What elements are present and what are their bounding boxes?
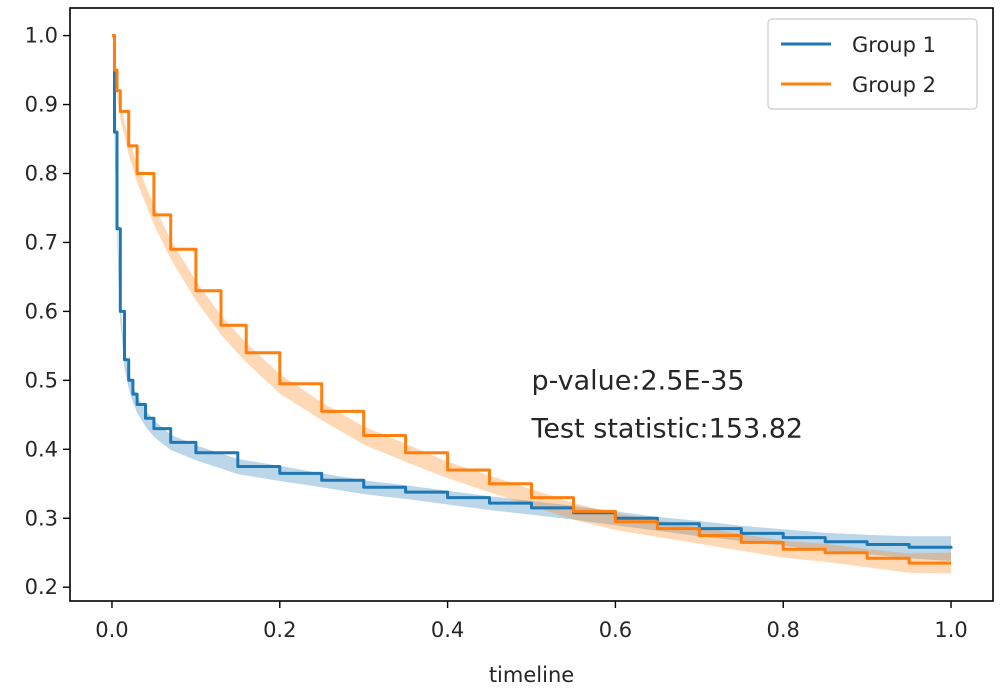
y-tick-label: 0.5: [25, 368, 58, 392]
series-line-group-2: [112, 34, 951, 565]
legend-box: [767, 18, 978, 110]
y-axis-ticks: 0.2 0.3 0.4 0.5 0.6 0.7 0.8 0.9 1.0: [25, 24, 70, 599]
test-statistic-annotation: Test statistic:153.82: [531, 414, 804, 445]
x-axis-ticks: 0.0 0.2 0.4 0.6 0.8 1.0: [95, 601, 968, 642]
p-value-annotation: p-value:2.5E-35: [532, 365, 745, 396]
y-tick-label: 0.7: [25, 230, 58, 254]
x-tick-label: 0.6: [599, 618, 632, 642]
x-axis-label: timeline: [489, 663, 574, 687]
legend-label-group-1: Group 1: [852, 33, 936, 57]
legend-label-group-2: Group 2: [852, 73, 936, 97]
x-tick-label: 0.4: [431, 618, 464, 642]
y-tick-label: 0.9: [25, 93, 58, 117]
x-tick-label: 0.8: [767, 618, 800, 642]
annotations: p-value:2.5E-35 Test statistic:153.82: [531, 365, 804, 444]
y-tick-label: 0.3: [25, 506, 58, 530]
y-tick-label: 1.0: [25, 24, 58, 48]
plot-frame: [69, 7, 994, 602]
y-tick-label: 0.8: [25, 161, 58, 185]
y-tick-label: 0.2: [25, 575, 58, 599]
survival-lines: [112, 34, 953, 565]
ci-band-1: [112, 35, 951, 562]
x-tick-label: 0.0: [95, 618, 128, 642]
y-tick-label: 0.6: [25, 299, 58, 323]
x-tick-label: 1.0: [934, 618, 967, 642]
x-tick-label: 0.2: [263, 618, 296, 642]
series-line-group-1: [112, 34, 953, 549]
y-tick-label: 0.4: [25, 437, 58, 461]
legend: Group 1 Group 2: [767, 18, 978, 110]
